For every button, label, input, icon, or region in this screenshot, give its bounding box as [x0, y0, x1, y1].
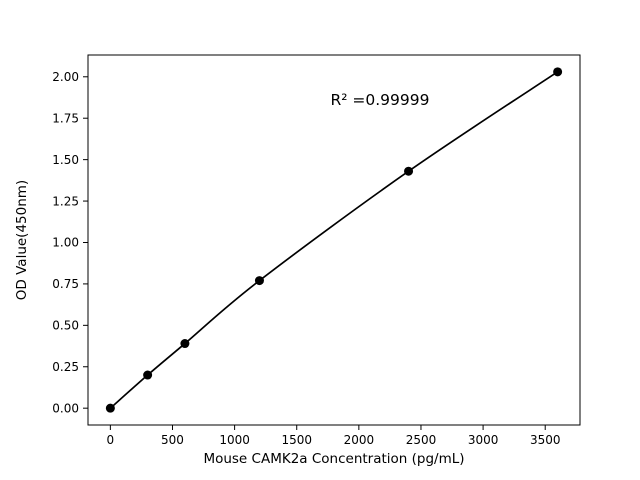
y-tick-label: 1.75	[52, 111, 79, 125]
x-tick-label: 1000	[219, 433, 250, 447]
x-tick-label: 3000	[468, 433, 499, 447]
y-tick-label: 0.50	[52, 319, 79, 333]
y-tick-label: 1.50	[52, 153, 79, 167]
axes-frame	[87, 54, 581, 426]
x-tick-label: 500	[161, 433, 184, 447]
y-tick-label: 1.25	[52, 194, 79, 208]
x-tick-label: 2000	[344, 433, 375, 447]
x-tick-label: 1500	[281, 433, 312, 447]
standard-curve-line	[109, 70, 559, 410]
data-point-marker	[143, 370, 153, 380]
y-tick-label: 0.75	[52, 277, 79, 291]
plot-area: 0 500 1000 1500 2000 2500 3000 3500 0.00 0.25 0.50…	[52, 54, 581, 447]
y-tick-label: 1.00	[52, 236, 79, 250]
data-point-marker	[105, 403, 115, 413]
data-point-marker	[553, 67, 563, 77]
x-tick-label: 2500	[406, 433, 437, 447]
y-tick-label: 2.00	[52, 70, 79, 84]
data-point-marker	[254, 276, 264, 286]
data-point-marker	[180, 339, 190, 349]
y-tick-label: 0.25	[52, 360, 79, 374]
x-tick-label: 3500	[530, 433, 561, 447]
x-tick-label: 0	[107, 433, 115, 447]
y-tick-label: 0.00	[52, 401, 79, 415]
x-axis-label: Mouse CAMK2a Concentration (pg/mL)	[203, 451, 464, 467]
r-squared-annotation: R² =0.99999	[331, 91, 430, 109]
data-point-marker	[404, 166, 414, 176]
y-axis-label: OD Value(450nm)	[14, 180, 30, 300]
